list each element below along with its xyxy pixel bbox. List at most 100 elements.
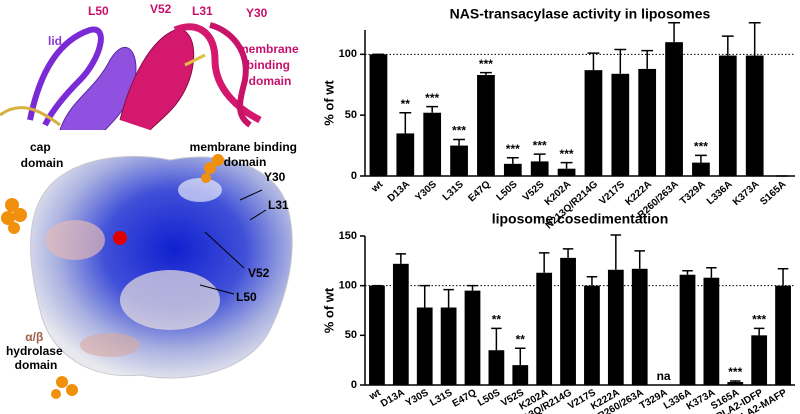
y-tick-label: 0 (351, 170, 357, 182)
bar (423, 112, 442, 176)
bar (703, 277, 720, 385)
error-bar (562, 248, 574, 258)
x-tick-label: V217S (597, 179, 627, 207)
structure-label: Y30 (264, 170, 286, 184)
x-tick-label: K373A (731, 179, 762, 208)
lipid-spheres (1, 154, 224, 399)
bar (751, 335, 768, 385)
bar (718, 55, 737, 176)
error-bar (480, 71, 492, 76)
error-bar (560, 161, 573, 169)
bar (450, 145, 468, 176)
error-bar (443, 288, 454, 308)
annotation: *** (425, 91, 439, 105)
label-line: domain (15, 358, 58, 372)
y-tick-label: 150 (339, 230, 357, 242)
bar (369, 285, 385, 385)
x-tick-label: T329A (678, 179, 708, 207)
error-bar (614, 48, 627, 74)
y-tick-label: 100 (339, 48, 357, 60)
x-tick-label: L31S (441, 179, 466, 203)
error-bar (515, 347, 526, 366)
y-tick-label: 50 (345, 329, 357, 341)
label-line: membrane binding (190, 140, 297, 154)
error-bar (753, 327, 765, 336)
x-tick-label: E47Q (466, 179, 493, 204)
surface-patch (120, 270, 220, 330)
bar (727, 382, 744, 385)
error-bar (610, 234, 622, 270)
bar (679, 274, 696, 385)
error-bar (538, 252, 550, 273)
error-bar (634, 250, 645, 269)
y-tick-label: 100 (339, 280, 357, 292)
surface-patch (178, 178, 222, 202)
structure-label: V52 (150, 2, 172, 16)
bar (536, 272, 553, 385)
error-bar (706, 267, 717, 278)
error-bar (506, 157, 519, 164)
x-tick-label: L50S (494, 179, 519, 203)
label-line: domain (224, 155, 267, 169)
x-tick-label: D13A (386, 179, 412, 204)
structure-label: membrane binding domain (238, 42, 302, 88)
x-tick-label: L50S (476, 387, 502, 409)
x-tick-label: L31S (428, 387, 454, 409)
y-tick-label: 0 (351, 379, 357, 391)
surface-structure: cap domain membrane binding domain Y30 L… (1, 140, 301, 399)
x-tick-label: S165A (758, 179, 788, 208)
annotation: *** (533, 138, 547, 152)
bar (392, 263, 409, 385)
bar (584, 285, 600, 385)
pointer (249, 209, 267, 221)
annotation: *** (560, 147, 574, 161)
bar (557, 168, 576, 176)
error-bar (419, 284, 430, 308)
error-bar (668, 21, 680, 43)
annotation: ** (401, 97, 411, 111)
label-line: hydrolase (6, 344, 63, 358)
structure-label: L50 (88, 4, 109, 18)
structure-label: membrane binding domain (190, 140, 301, 169)
pointer (199, 284, 235, 295)
pointer (239, 189, 263, 201)
structure-label: L31 (268, 198, 289, 212)
error-bar (777, 268, 789, 286)
annotation: *** (694, 139, 708, 153)
bar (692, 162, 710, 176)
error-bar (682, 270, 693, 275)
error-bar (426, 105, 439, 113)
chart-title: NAS-transacylase activity in liposomes (450, 6, 711, 22)
structure-label: L31 (192, 4, 213, 18)
error-bar (641, 49, 654, 69)
bar (638, 68, 657, 176)
bar (631, 268, 648, 385)
annotation: ** (516, 332, 526, 346)
bar (464, 290, 481, 385)
error-bar (695, 154, 707, 163)
structure-label: V52 (248, 266, 270, 280)
annotation: na (657, 369, 671, 383)
x-tick-label: Y30S (404, 387, 431, 409)
active-site (113, 231, 127, 245)
x-tick-label: L336A (705, 179, 735, 207)
bar (665, 42, 683, 176)
annotation: *** (452, 124, 466, 138)
surface-patch (80, 333, 140, 357)
bar (488, 350, 505, 385)
bar (396, 133, 415, 176)
helix (119, 29, 195, 131)
bar (369, 54, 388, 177)
x-tick-label: wt (369, 179, 386, 196)
structure-label: lid (48, 34, 62, 48)
error-bar (748, 21, 761, 56)
error-bar (395, 253, 407, 264)
error-bar (586, 275, 598, 286)
annotation: ** (492, 313, 502, 327)
label-line: membrane (238, 42, 299, 56)
error-bar (533, 153, 546, 162)
lid-ribbon (27, 26, 104, 127)
error-bar (399, 111, 412, 134)
error-bar (730, 380, 741, 383)
